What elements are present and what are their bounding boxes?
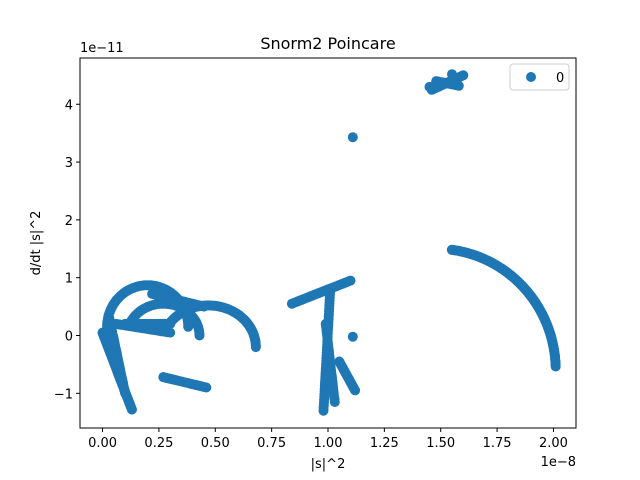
y-offset-label: 1e−11 — [80, 41, 124, 56]
y-tick-label: 4 — [65, 98, 73, 113]
data-point — [201, 382, 212, 393]
data-point — [447, 69, 457, 80]
data-point — [350, 385, 361, 396]
x-tick-label: 2.00 — [539, 436, 568, 451]
data-point — [424, 81, 435, 92]
data-point — [446, 244, 457, 255]
legend-marker — [526, 72, 536, 82]
data-points-layer — [97, 69, 561, 416]
x-axis-ticks: 0.00 0.25 0.50 0.75 1.00 1.25 1.50 1.75 2.00 — [88, 428, 568, 451]
data-point — [347, 331, 358, 342]
data-point — [199, 301, 209, 312]
x-tick-label: 0.75 — [257, 436, 286, 451]
data-point — [345, 275, 356, 286]
y-tick-label: 2 — [65, 214, 73, 229]
data-point — [120, 388, 131, 399]
data-point — [329, 397, 340, 407]
legend-label: 0 — [556, 71, 564, 86]
data-point — [347, 132, 358, 143]
data-point — [165, 327, 176, 338]
data-point — [126, 404, 137, 415]
data-point — [158, 372, 169, 383]
x-tick-label: 1.25 — [370, 436, 399, 451]
x-tick-label: 0.50 — [201, 436, 230, 451]
data-point — [165, 318, 176, 329]
y-axis-ticks: −1 0 1 2 3 4 — [54, 98, 80, 402]
y-tick-label: −1 — [54, 387, 73, 402]
x-tick-label: 0.25 — [144, 436, 173, 451]
data-point — [458, 70, 469, 81]
data-point — [453, 80, 464, 91]
chart-title: Snorm2 Poincare — [260, 34, 395, 53]
legend-box — [509, 63, 570, 91]
x-tick-label: 0.00 — [88, 436, 117, 451]
y-tick-label: 1 — [65, 272, 73, 287]
x-tick-label: 1.50 — [426, 436, 455, 451]
y-tick-label: 0 — [65, 330, 73, 345]
x-offset-label: 1e−8 — [541, 455, 576, 470]
data-point — [318, 405, 329, 416]
x-axis-label: |s|^2 — [311, 457, 346, 472]
y-axis-label: d/dt |s|^2 — [29, 211, 44, 276]
x-tick-label: 1.75 — [483, 436, 512, 451]
x-tick-label: 1.00 — [314, 436, 343, 451]
legend: 0 — [509, 63, 570, 91]
y-tick-label: 3 — [65, 156, 73, 171]
